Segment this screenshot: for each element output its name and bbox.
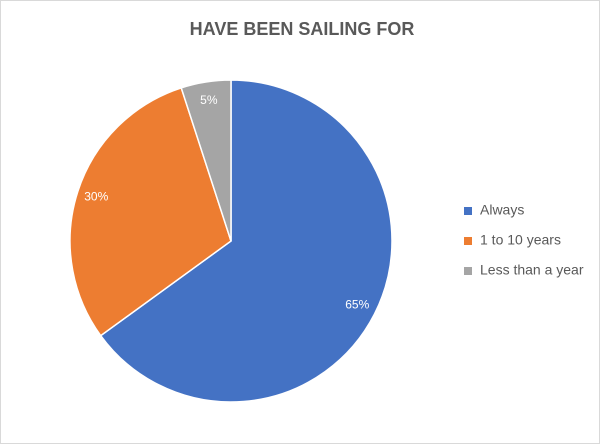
legend-label: Less than a year <box>480 262 584 278</box>
pie-slice <box>69 86 232 337</box>
legend-swatch <box>464 237 472 245</box>
data-label: 65% <box>345 297 369 311</box>
pie-slice <box>99 79 393 403</box>
pie-slice <box>180 79 232 242</box>
data-label: 5% <box>200 93 218 107</box>
legend-swatch <box>464 267 472 275</box>
legend-swatch <box>464 207 472 215</box>
legend-label: 1 to 10 years <box>480 232 561 248</box>
legend-label: Always <box>480 202 524 218</box>
chart-title: HAVE BEEN SAILING FOR <box>190 19 415 39</box>
data-label: 30% <box>84 189 108 203</box>
